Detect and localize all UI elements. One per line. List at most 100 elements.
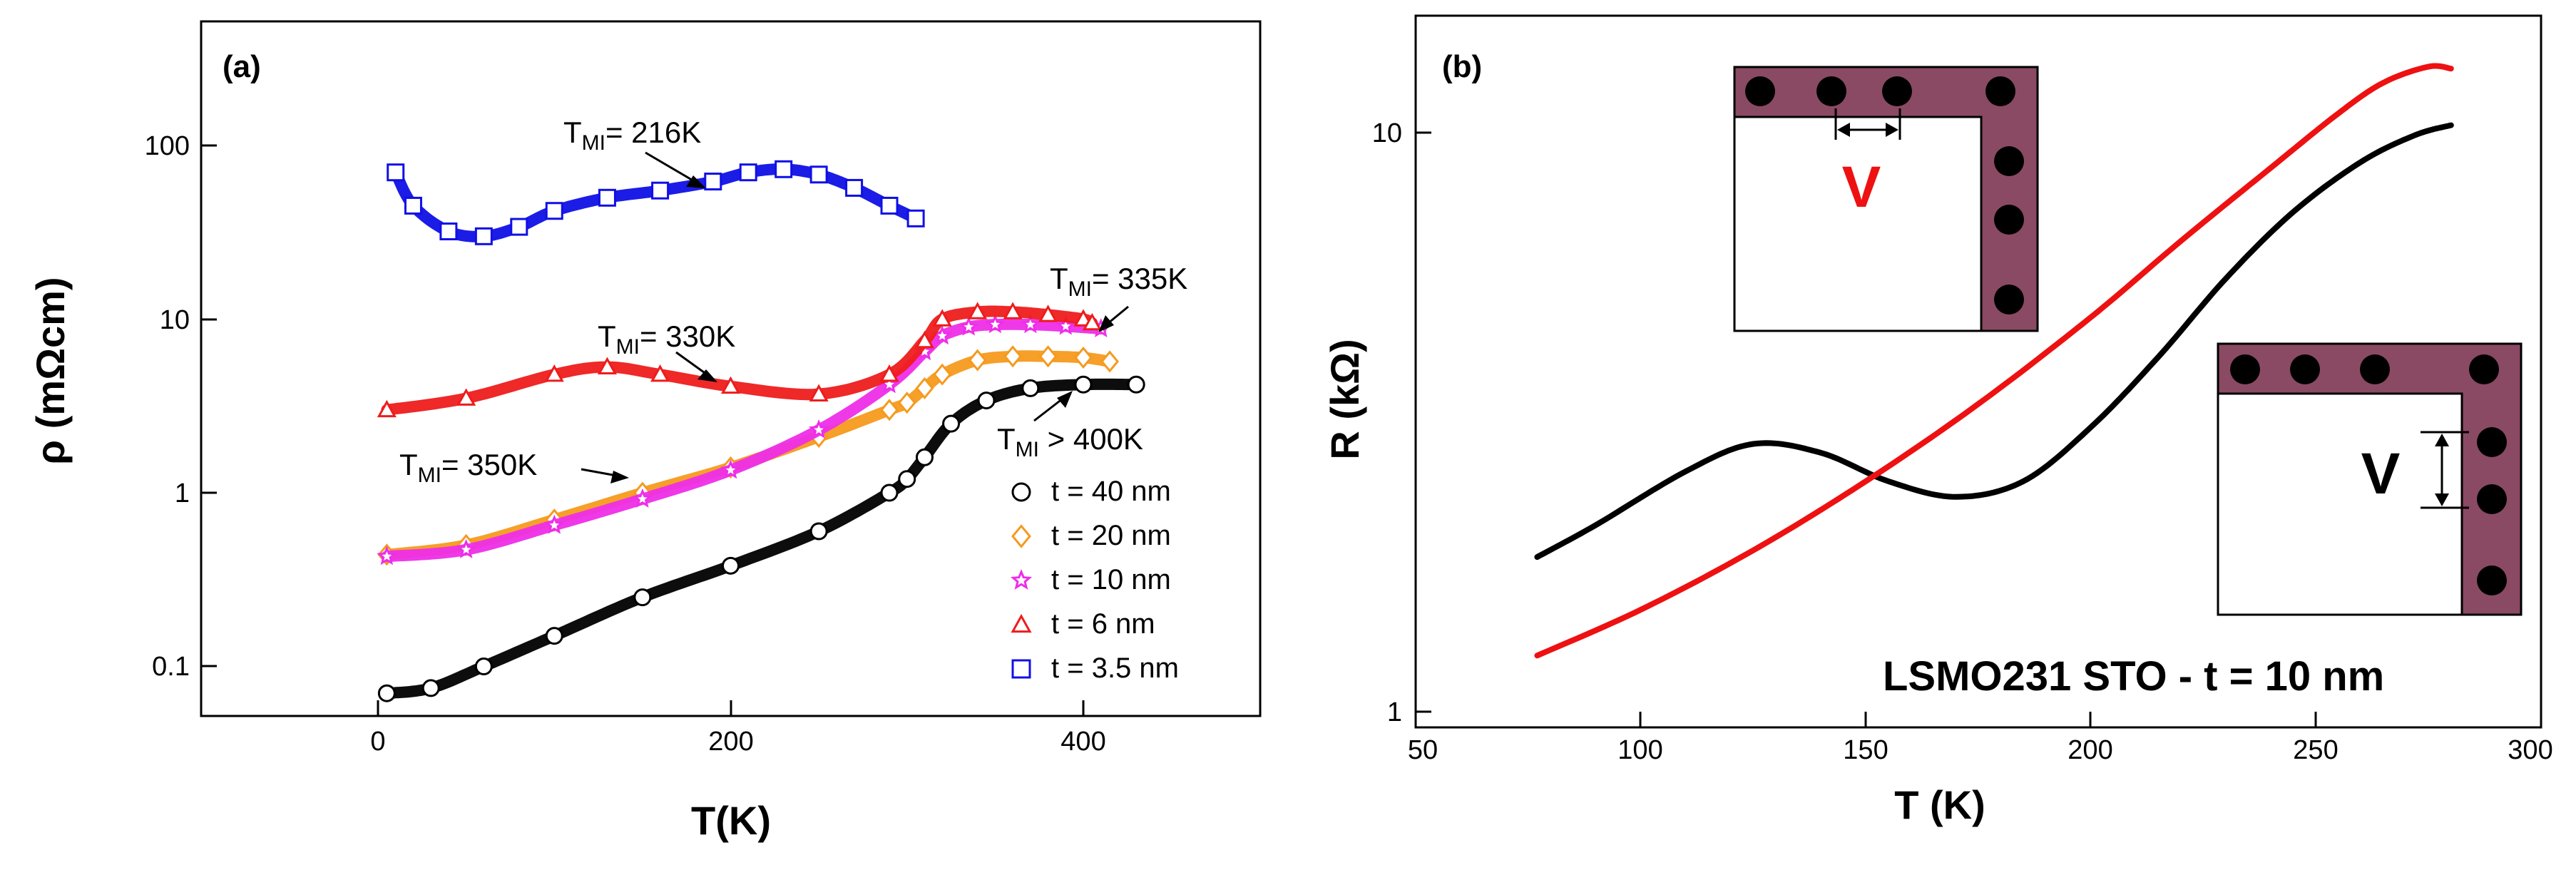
series-black-curve (1534, 122, 2454, 561)
annotation-216k: TMI= 216K (563, 116, 706, 188)
data-point-marker (880, 196, 899, 215)
data-point-marker (985, 314, 1006, 334)
inset-top-v-label: V (1842, 155, 1881, 220)
svg-text:TMI= 216K: TMI= 216K (563, 116, 701, 155)
data-point-marker (1011, 482, 1031, 502)
data-point-marker (474, 227, 493, 245)
data-point-marker (915, 448, 934, 466)
data-point-marker (720, 459, 741, 479)
panel-a-ylabel: ρ (mΩcm) (28, 277, 73, 464)
svg-text:TMI > 400K: TMI > 400K (997, 422, 1143, 461)
legend-label: t = 3.5 nm (1051, 652, 1179, 684)
annotation-400k: TMI > 400K (997, 391, 1143, 461)
panel-b-ytick-1: 1 (1387, 697, 1402, 727)
panel-a-legend: t = 40 nm t = 20 nm t = 10 nm t = 6 nm t = 3… (1010, 476, 1179, 684)
data-point-marker (722, 556, 740, 575)
inset-top: V (1733, 66, 2039, 332)
panel-b: (b) 10 1 50 100 150 200 250 300 T (K) R … (1322, 14, 2553, 827)
data-point-marker (1038, 304, 1058, 322)
data-point-marker (808, 419, 829, 439)
data-point-marker (914, 330, 935, 349)
series-t-10-nm (377, 314, 1111, 566)
data-point-marker (633, 588, 652, 607)
inset-bottom: V (2217, 342, 2523, 616)
legend-entry: t = 10 nm (1010, 564, 1171, 595)
data-point-marker (915, 377, 934, 399)
legend-entry: t = 6 nm (1011, 608, 1155, 640)
panel-a-xticks: 0 200 400 (370, 700, 1106, 757)
data-point-marker (1010, 569, 1033, 590)
panel-b-xticks: 50 100 150 200 250 300 (1408, 712, 2553, 765)
panel-b-xtick-150: 150 (1843, 735, 1888, 765)
data-point-marker (880, 483, 899, 502)
data-point-marker (1021, 379, 1040, 397)
data-point-marker (704, 173, 722, 191)
svg-text:TMI= 330K: TMI= 330K (598, 319, 735, 359)
panel-a-xlabel: T(K) (691, 798, 771, 843)
inset-bottom-v-label: V (2361, 441, 2401, 506)
data-point-marker (739, 163, 757, 182)
data-point-marker (474, 657, 493, 675)
data-point-marker (456, 538, 476, 558)
panel-b-xtick-250: 250 (2293, 735, 2338, 765)
panel-a-ytick-1: 1 (175, 478, 190, 508)
data-point-marker (1011, 613, 1032, 633)
data-point-marker (1020, 314, 1041, 334)
data-point-marker (1127, 375, 1145, 394)
data-point-marker (845, 178, 864, 197)
panel-b-xtick-300: 300 (2508, 735, 2552, 765)
data-point-marker (968, 302, 988, 319)
data-point-marker (775, 160, 793, 178)
panel-a-yticks: 100 10 1 0.1 (145, 131, 217, 682)
panel-b-xtick-50: 50 (1408, 735, 1438, 765)
data-point-marker (898, 470, 916, 488)
data-point-marker (933, 363, 952, 386)
data-point-marker (1056, 315, 1076, 335)
legend-label: t = 20 nm (1051, 520, 1171, 551)
data-point-marker (377, 684, 396, 702)
legend-entry: t = 40 nm (1011, 476, 1171, 507)
data-point-marker (809, 384, 829, 401)
legend-entry: t = 20 nm (1011, 520, 1171, 551)
data-point-marker (932, 309, 952, 327)
data-point-marker (377, 546, 397, 566)
data-point-marker (1011, 659, 1031, 679)
data-point-marker (544, 364, 564, 382)
panel-a: (a) 100 10 1 0.1 0 200 400 T(K) ρ (mΩcm)… (28, 20, 1262, 843)
annotation-335k: TMI= 335K (1050, 262, 1187, 332)
svg-text:TMI= 350K: TMI= 350K (399, 448, 537, 487)
series-t-6-nm (377, 302, 1102, 418)
series-curve (389, 163, 922, 242)
data-point-marker (809, 165, 828, 184)
panel-b-xtick-100: 100 (1617, 735, 1662, 765)
panel-b-data (1534, 63, 2454, 659)
panel-b-label: (b) (1442, 49, 1482, 84)
data-point-marker (897, 392, 916, 414)
panel-a-xtick-400: 400 (1060, 727, 1105, 757)
data-point-marker (651, 181, 670, 200)
svg-text:TMI= 335K: TMI= 335K (1050, 262, 1187, 301)
data-point-marker (1038, 345, 1058, 368)
data-point-marker (545, 627, 563, 645)
data-point-marker (809, 522, 828, 541)
data-point-marker (632, 488, 653, 508)
data-point-marker (942, 414, 961, 433)
data-point-marker (598, 188, 616, 207)
data-point-marker (1082, 312, 1102, 331)
panel-b-annotation: LSMO231 STO - t = 10 nm (1883, 653, 2384, 700)
data-point-marker (1011, 524, 1031, 548)
series-red-curve (1534, 63, 2454, 659)
panel-b-frame (1414, 14, 2542, 729)
panel-a-ytick-10: 10 (160, 305, 190, 335)
series-t-40-nm (377, 375, 1145, 702)
panel-b-yticks: 10 1 (1372, 118, 1431, 727)
annotation-350k: TMI= 350K (399, 448, 629, 487)
panel-a-data (377, 160, 1145, 702)
data-point-marker (421, 679, 440, 697)
data-point-marker (404, 196, 422, 215)
series-t-3-5-nm (387, 160, 925, 245)
panel-a-ytick-0.1: 0.1 (152, 652, 190, 682)
data-point-marker (650, 364, 670, 382)
data-point-marker (377, 399, 397, 418)
